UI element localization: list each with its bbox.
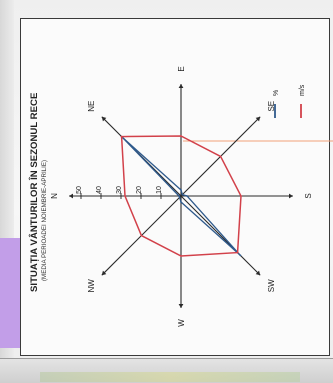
series-point [124,195,126,197]
bottom-accent [40,372,300,382]
series-point [178,195,180,197]
tick-label: 40 [96,186,103,194]
tick-label: 10 [156,186,163,194]
direction-label-s: S [304,193,313,198]
arrowhead-e [178,84,184,88]
direction-label-sw: SW [267,279,276,292]
arrowhead-ne [101,116,107,122]
legend: % m/s [273,84,306,118]
legend-label-speed: m/s [299,84,306,96]
chart-title: SITUAȚIA VÂNTURILOR ÎN SEZONUL RECE [28,92,40,292]
series-point [140,234,143,237]
chart-subtitle: (MEDIA PERIOADEI NOIEMBRIE-APRILIE) [41,160,48,281]
arrowhead-s [289,193,293,199]
arrowhead-se [255,116,261,122]
series-point [239,254,242,257]
tick-label: 30 [116,186,123,194]
series-point [219,155,222,158]
series-point [240,195,242,197]
direction-label-ne: NE [87,101,96,112]
arrowhead-sw [255,270,261,276]
direction-label-nw: NW [87,279,96,293]
axis-sw [180,195,261,276]
arrowhead-n [69,193,73,199]
direction-label-e: E [177,66,186,71]
legend-label-percent: % [273,90,280,96]
series-point [180,135,182,137]
arrowhead-nw [101,270,107,276]
series-point [180,189,182,191]
series-point [120,135,123,138]
chart-layer: 10 20 30 40 50 N NE E SE S SW W NW [50,66,313,326]
series-point [181,193,184,196]
chart-frame [20,18,330,356]
series-point [180,255,182,257]
series-point [180,201,182,203]
series-point [178,196,181,199]
direction-label-se: SE [267,101,276,112]
tick-label: 20 [136,186,143,194]
series-point [186,195,188,197]
arrowhead-w [178,304,184,308]
tick-label: 50 [76,186,83,194]
direction-label-w: W [177,319,186,327]
series-point [236,251,239,254]
direction-label-n: N [50,193,59,199]
